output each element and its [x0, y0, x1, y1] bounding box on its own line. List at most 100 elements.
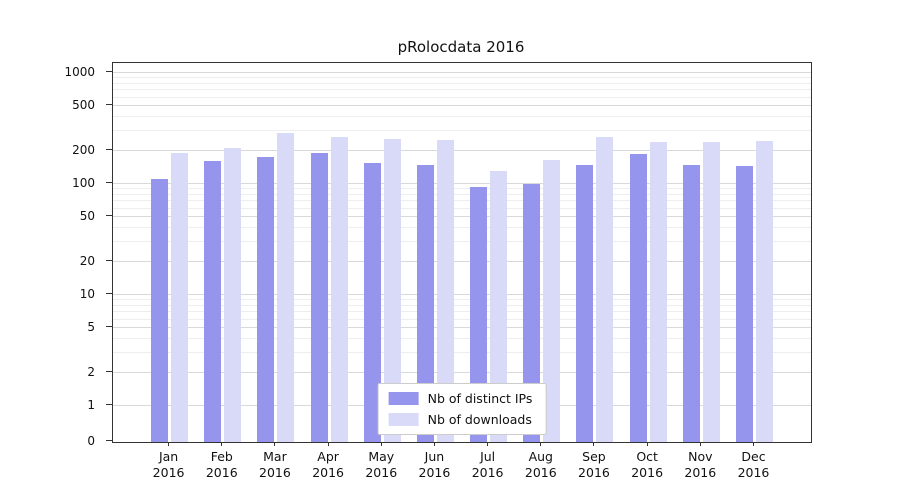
- y-tick-mark: [106, 104, 112, 106]
- x-label-year: 2016: [684, 465, 717, 481]
- y-tick-mark: [106, 440, 112, 441]
- x-tick-label: Jul 2016: [461, 449, 514, 482]
- gridline-minor: [113, 193, 811, 195]
- gridline-major: [113, 105, 811, 107]
- x-label-year: 2016: [152, 465, 185, 481]
- x-tick-cell: [248, 442, 301, 447]
- x-tick-label: Sep 2016: [567, 449, 620, 482]
- y-tick-label: 2: [87, 364, 95, 379]
- x-tick-label: Aug 2016: [514, 449, 567, 482]
- gridline-major: [113, 260, 811, 262]
- gridline-minor: [113, 200, 811, 202]
- gridline-major: [113, 72, 811, 73]
- legend-swatch: [388, 392, 419, 405]
- x-tick-cell: [621, 442, 674, 447]
- x-tick-cell: [408, 442, 461, 447]
- y-tick-mark: [106, 182, 112, 183]
- x-tick-mark: [380, 442, 382, 446]
- bar-nb-of-downloads: [277, 132, 295, 442]
- x-label-month: Nov: [688, 449, 713, 464]
- bar-nb-of-distinct-ips: [682, 164, 700, 442]
- gridline-minor: [113, 89, 811, 91]
- bar-nb-of-distinct-ips: [629, 154, 647, 442]
- x-tick-label: May 2016: [355, 449, 408, 482]
- bar-nb-of-downloads: [543, 159, 561, 442]
- x-tick-cell: [142, 442, 195, 447]
- x-tick-label: Apr 2016: [302, 449, 355, 482]
- x-tick-cell: [567, 442, 620, 447]
- gridline-major: [113, 294, 811, 295]
- x-tick-mark: [221, 442, 223, 446]
- bar-group: [356, 63, 409, 442]
- x-label-year: 2016: [312, 465, 344, 481]
- bar-group: [196, 63, 249, 442]
- x-label-year: 2016: [631, 465, 664, 481]
- gridline-minor: [113, 207, 811, 209]
- legend: Nb of distinct IPs Nb of downloads: [377, 383, 547, 435]
- x-label-month: Mar: [263, 449, 287, 464]
- legend-label: Nb of downloads: [427, 412, 532, 427]
- gridline-minor: [113, 130, 811, 132]
- x-label-year: 2016: [259, 465, 291, 481]
- bar-nb-of-downloads: [490, 171, 508, 442]
- x-label-month: Apr: [317, 449, 339, 464]
- x-label-year: 2016: [471, 465, 504, 481]
- y-axis-labels: 0 1 2 5 10 20 50 100 200 500 1000: [0, 62, 104, 448]
- x-tick-mark: [593, 442, 595, 446]
- bars-layer: [113, 63, 811, 442]
- x-tick-cell: [302, 442, 355, 447]
- legend-entry: Nb of downloads: [388, 412, 533, 427]
- legend-entry: Nb of distinct IPs: [388, 391, 532, 406]
- y-tick-label: 500: [72, 98, 95, 113]
- bar-nb-of-distinct-ips: [310, 153, 328, 442]
- x-tick-cell: [514, 442, 567, 447]
- bar-nb-of-downloads: [596, 137, 614, 442]
- x-tick-cell: [727, 442, 780, 447]
- x-tick-mark: [274, 442, 276, 446]
- x-tick-mark: [646, 442, 648, 446]
- plot-area: Nb of distinct IPs Nb of downloads: [112, 62, 812, 443]
- x-label-month: Jun: [424, 449, 445, 464]
- bar-nb-of-distinct-ips: [416, 164, 434, 442]
- bar-nb-of-distinct-ips: [576, 164, 594, 442]
- y-axis-ticks: [106, 62, 112, 441]
- gridline-major: [113, 216, 811, 218]
- x-tick-mark: [433, 442, 435, 446]
- y-tick-mark: [106, 215, 112, 217]
- x-tick-mark: [752, 442, 754, 446]
- x-axis-labels: Jan 2016 Feb 2016 Mar 2016 Apr 2016 May 2016 Jun 20…: [112, 449, 810, 482]
- x-tick-mark: [699, 442, 701, 446]
- bar-nb-of-distinct-ips: [523, 184, 541, 442]
- bar-nb-of-distinct-ips: [363, 162, 381, 442]
- x-label-month: May: [368, 449, 395, 464]
- gridline-minor: [113, 311, 811, 313]
- bar-group: [462, 63, 515, 442]
- x-tick-cell: [195, 442, 248, 447]
- x-label-year: 2016: [578, 465, 610, 481]
- bar-group: [303, 63, 356, 442]
- bar-nb-of-downloads: [436, 139, 454, 442]
- gridline-minor: [113, 241, 811, 243]
- bar-group: [728, 63, 781, 442]
- x-tick-label: Dec 2016: [727, 449, 780, 482]
- x-label-year: 2016: [737, 465, 770, 481]
- bar-group: [568, 63, 621, 442]
- gridline-major: [113, 149, 811, 151]
- bar-group: [675, 63, 728, 442]
- x-axis-ticks: [112, 442, 810, 447]
- y-tick-label: 0: [87, 434, 95, 448]
- gridline-minor: [113, 96, 811, 98]
- bar-nb-of-distinct-ips: [735, 166, 753, 442]
- bar-group: [143, 63, 196, 442]
- x-label-year: 2016: [418, 465, 451, 481]
- gridline-minor: [113, 352, 811, 354]
- x-label-year: 2016: [524, 465, 557, 481]
- bar-nb-of-distinct-ips: [151, 179, 169, 442]
- bar-nb-of-distinct-ips: [470, 186, 488, 442]
- bar-nb-of-distinct-ips: [257, 157, 275, 442]
- bar-nb-of-downloads: [171, 153, 189, 442]
- y-tick-mark: [106, 326, 112, 328]
- x-label-year: 2016: [205, 465, 238, 481]
- y-tick-mark: [106, 370, 112, 372]
- x-tick-mark: [540, 442, 542, 446]
